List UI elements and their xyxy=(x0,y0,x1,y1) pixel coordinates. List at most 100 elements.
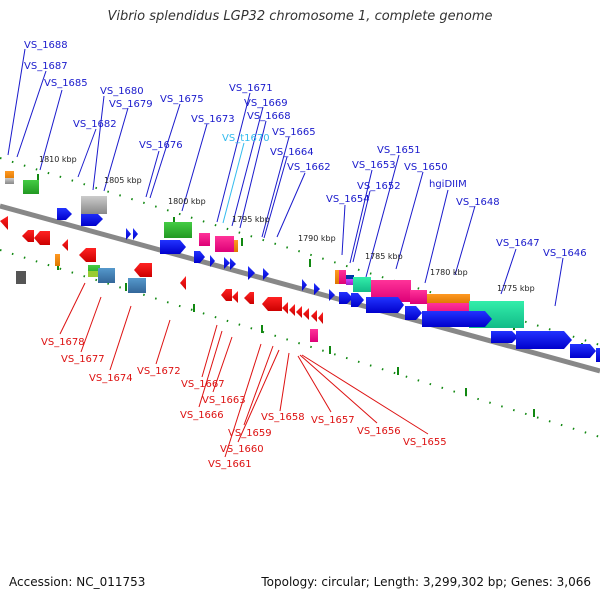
gene-feature[interactable] xyxy=(234,240,238,252)
gene-feature[interactable] xyxy=(23,180,39,194)
gene-label[interactable]: VS_1671 xyxy=(229,83,273,94)
gene-label[interactable]: VS_1679 xyxy=(109,99,153,110)
gene-feature[interactable] xyxy=(329,289,335,301)
gene-label[interactable]: VS_1674 xyxy=(89,373,133,384)
gene-feature[interactable] xyxy=(339,292,353,304)
gene-label[interactable]: VS_t1670 xyxy=(222,133,270,144)
gene-feature[interactable] xyxy=(262,297,282,311)
gene-label[interactable]: VS_1680 xyxy=(100,86,144,97)
gene-feature[interactable] xyxy=(289,304,295,316)
gene-feature[interactable] xyxy=(164,222,192,238)
gene-label[interactable]: VS_1673 xyxy=(191,114,235,125)
gene-feature[interactable] xyxy=(210,255,215,267)
gene-feature[interactable] xyxy=(296,306,302,318)
gene-label[interactable]: VS_1667 xyxy=(181,379,225,390)
gene-feature[interactable] xyxy=(180,276,186,290)
gene-feature[interactable] xyxy=(282,302,288,314)
gene-label[interactable]: VS_1675 xyxy=(160,94,204,105)
gene-feature[interactable] xyxy=(310,329,318,342)
gene-feature[interactable] xyxy=(339,270,346,284)
gene-feature[interactable] xyxy=(346,275,354,282)
gene-feature[interactable] xyxy=(221,289,232,301)
gene-label[interactable]: VS_1660 xyxy=(220,444,264,455)
gene-feature[interactable] xyxy=(16,271,26,284)
gene-feature[interactable] xyxy=(371,280,411,302)
gene-feature[interactable] xyxy=(79,248,96,262)
gene-label[interactable]: VS_1653 xyxy=(352,160,396,171)
gene-feature[interactable] xyxy=(314,283,320,295)
gene-label[interactable]: VS_1682 xyxy=(73,119,117,130)
gene-label[interactable]: VS_1669 xyxy=(244,98,288,109)
gene-feature[interactable] xyxy=(0,216,8,230)
gene-label[interactable]: VS_1651 xyxy=(377,145,421,156)
gene-feature[interactable] xyxy=(128,278,146,293)
gene-label[interactable]: VS_1647 xyxy=(496,238,540,249)
gene-label[interactable]: VS_1672 xyxy=(137,366,181,377)
gene-feature[interactable] xyxy=(34,231,50,245)
gene-label[interactable]: VS_1677 xyxy=(61,354,105,365)
gene-feature[interactable] xyxy=(215,236,234,252)
gene-label[interactable]: VS_1678 xyxy=(41,337,85,348)
gene-label[interactable]: VS_1685 xyxy=(44,78,88,89)
gene-feature[interactable] xyxy=(160,240,186,254)
gene-feature[interactable] xyxy=(570,344,596,358)
gene-feature[interactable] xyxy=(244,292,254,304)
gene-feature[interactable] xyxy=(410,290,427,304)
gene-feature[interactable] xyxy=(134,263,152,277)
gene-label[interactable]: VS_1656 xyxy=(357,426,401,437)
gene-label[interactable]: VS_1648 xyxy=(456,197,500,208)
gene-feature[interactable] xyxy=(57,208,72,220)
gene-label[interactable]: VS_1663 xyxy=(202,395,246,406)
gene-label[interactable]: VS_1668 xyxy=(247,111,291,122)
gene-feature[interactable] xyxy=(596,348,600,362)
gene-label[interactable]: VS_1676 xyxy=(139,140,183,151)
gene-feature[interactable] xyxy=(194,251,205,263)
gene-label[interactable]: VS_1650 xyxy=(404,162,448,173)
gene-label[interactable]: VS_1652 xyxy=(357,181,401,192)
gene-feature[interactable] xyxy=(491,331,518,343)
gene-feature[interactable] xyxy=(232,291,238,303)
gene-label[interactable]: VS_1662 xyxy=(287,162,331,173)
gene-label[interactable]: VS_1664 xyxy=(270,147,314,158)
gene-feature[interactable] xyxy=(405,306,422,320)
gene-feature[interactable] xyxy=(22,230,34,242)
gene-label[interactable]: VS_1654 xyxy=(326,194,370,205)
gene-label[interactable]: VS_1665 xyxy=(272,127,316,138)
gene-feature[interactable] xyxy=(224,257,230,269)
gene-feature[interactable] xyxy=(81,212,103,226)
gene-feature[interactable] xyxy=(5,178,14,184)
gene-feature[interactable] xyxy=(302,279,307,291)
gene-feature[interactable] xyxy=(81,196,107,214)
gene-feature[interactable] xyxy=(55,254,60,266)
gene-feature[interactable] xyxy=(366,297,404,313)
gene-feature[interactable] xyxy=(5,171,14,180)
gene-label[interactable]: VS_1666 xyxy=(180,410,224,421)
gene-feature[interactable] xyxy=(88,271,100,277)
gene-feature[interactable] xyxy=(98,268,115,283)
gene-feature[interactable] xyxy=(126,228,131,240)
gene-feature[interactable] xyxy=(303,308,309,320)
gene-label[interactable]: VS_1661 xyxy=(208,459,252,470)
gene-feature[interactable] xyxy=(311,310,317,322)
gene-label[interactable]: VS_1688 xyxy=(24,40,68,51)
gene-feature[interactable] xyxy=(248,266,255,280)
gene-feature[interactable] xyxy=(263,268,269,280)
gene-feature[interactable] xyxy=(199,233,210,246)
gene-feature[interactable] xyxy=(346,279,354,285)
gene-label[interactable]: hgiDIIM xyxy=(429,179,467,190)
gene-label[interactable]: VS_1687 xyxy=(24,61,68,72)
gene-feature[interactable] xyxy=(318,312,323,324)
gene-feature[interactable] xyxy=(62,239,68,251)
gene-feature[interactable] xyxy=(133,228,138,240)
gene-feature[interactable] xyxy=(353,277,371,292)
gene-label[interactable]: VS_1655 xyxy=(403,437,447,448)
gene-feature[interactable] xyxy=(351,293,364,307)
gene-label[interactable]: VS_1659 xyxy=(228,428,272,439)
gene-feature[interactable] xyxy=(516,331,572,349)
gene-feature[interactable] xyxy=(230,258,236,270)
gene-label[interactable]: VS_1646 xyxy=(543,248,587,259)
gene-feature[interactable] xyxy=(427,294,470,304)
gene-feature[interactable] xyxy=(422,311,492,327)
gene-label[interactable]: VS_1657 xyxy=(311,415,355,426)
gene-feature[interactable] xyxy=(335,270,339,284)
